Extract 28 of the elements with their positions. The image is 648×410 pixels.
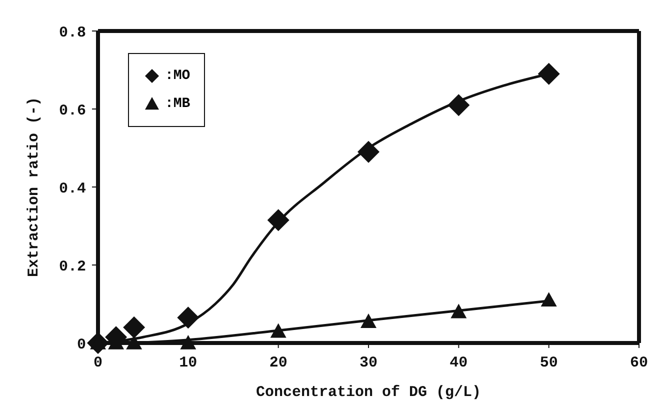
x-axis-title: Concentration of DG (g/L) xyxy=(256,384,482,401)
x-tick-label: 20 xyxy=(269,354,288,372)
y-tick-label: 0.4 xyxy=(58,180,86,198)
point xyxy=(126,335,142,350)
x-tick-label: 60 xyxy=(630,354,648,372)
point xyxy=(123,316,146,338)
legend-label: :MO xyxy=(165,68,190,84)
point xyxy=(540,292,557,306)
point xyxy=(358,140,380,163)
point xyxy=(180,335,196,350)
y-axis-title: Extraction ratio (-) xyxy=(25,96,42,278)
point xyxy=(360,314,376,328)
y-tick-label: 0.8 xyxy=(58,24,86,42)
x-tick-label: 50 xyxy=(540,354,558,372)
y-tick-label: 0 xyxy=(76,336,86,354)
y-tick-label: 0.6 xyxy=(58,102,86,120)
point xyxy=(177,306,200,329)
x-tick-label: 0 xyxy=(93,354,103,372)
point xyxy=(538,62,560,85)
y-tick-label: 0.2 xyxy=(58,258,86,276)
point xyxy=(267,209,290,232)
point xyxy=(450,304,467,318)
point xyxy=(448,94,470,116)
x-tick-label: 40 xyxy=(450,354,468,372)
x-tick-label: 10 xyxy=(179,354,198,372)
x-tick-label: 30 xyxy=(359,354,378,372)
legend-label: :MB xyxy=(165,96,190,112)
point xyxy=(270,323,286,338)
